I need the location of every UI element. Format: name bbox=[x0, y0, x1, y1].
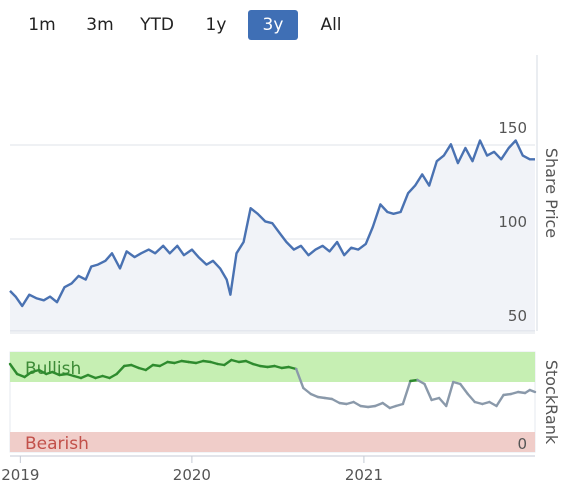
stockrank-segment bbox=[437, 396, 448, 408]
stockrank-segment bbox=[466, 392, 476, 404]
stockrank-panel: Bullish Bearish 0 StockRank bbox=[8, 351, 561, 454]
stockrank-segment bbox=[502, 392, 513, 397]
price-series-line bbox=[9, 139, 535, 308]
stockrank-segment bbox=[244, 359, 255, 366]
rank-y-axis-label: StockRank bbox=[542, 360, 561, 445]
share-price-panel: 50 100 150 Share Price bbox=[9, 55, 561, 334]
stockrank-segment bbox=[459, 382, 469, 396]
stockrank-segment bbox=[115, 364, 126, 376]
range-button-1y[interactable]: 1y bbox=[205, 15, 227, 35]
stockrank-segment bbox=[473, 400, 484, 406]
stockrank-segment bbox=[258, 364, 269, 369]
bearish-band-label: Bearish bbox=[25, 434, 89, 454]
stockrank-segment bbox=[330, 397, 341, 405]
stockrank-segment bbox=[509, 390, 520, 396]
stockrank-segment bbox=[65, 372, 76, 378]
range-button-1m[interactable]: 1m bbox=[28, 15, 56, 35]
price-tick-label: 50 bbox=[508, 307, 527, 325]
stockrank-segment bbox=[374, 401, 384, 408]
stockrank-segment bbox=[345, 400, 355, 406]
range-selector: 1m 3m YTD 1y 3y All bbox=[0, 8, 569, 44]
stockrank-segment bbox=[423, 382, 433, 402]
stockrank-segment bbox=[23, 370, 33, 379]
x-tick-label: 2019 bbox=[1, 466, 39, 484]
time-axis: 2019 2020 2021 bbox=[1, 455, 535, 484]
stockrank-segment bbox=[394, 402, 405, 408]
stockrank-segment bbox=[86, 373, 97, 380]
price-area-fill bbox=[10, 140, 535, 331]
stockrank-segment bbox=[295, 367, 305, 390]
range-button-all[interactable]: All bbox=[320, 15, 342, 35]
stockrank-segment bbox=[209, 360, 219, 366]
stockrank-segment bbox=[416, 378, 426, 386]
stockrank-segment bbox=[108, 372, 118, 380]
stockrank-segment bbox=[223, 358, 233, 367]
stockrank-segment bbox=[94, 374, 104, 380]
stockrank-segment bbox=[481, 400, 491, 406]
stockrank-segment bbox=[30, 368, 41, 374]
stockrank-segment bbox=[194, 359, 205, 365]
stockrank-segment bbox=[430, 396, 441, 402]
stockrank-segment bbox=[381, 401, 391, 410]
stockrank-segment bbox=[187, 360, 198, 365]
price-tick-labels: 50 100 150 bbox=[498, 119, 527, 325]
x-tick-label: 2020 bbox=[173, 466, 211, 484]
stockrank-segment bbox=[352, 400, 362, 408]
stockrank-segment bbox=[130, 363, 141, 370]
stockrank-segment bbox=[72, 374, 83, 380]
stockrank-segment bbox=[495, 393, 505, 408]
range-button-3m[interactable]: 3m bbox=[86, 15, 114, 35]
rank-tick-label: 0 bbox=[517, 435, 527, 453]
stockrank-segment bbox=[173, 359, 183, 365]
stockrank-segment bbox=[137, 366, 148, 372]
price-tick-label: 100 bbox=[498, 213, 527, 231]
stockrank-segment bbox=[251, 362, 262, 368]
stockrank-segment bbox=[445, 380, 455, 408]
stockrank-segment bbox=[309, 392, 320, 399]
bearish-band bbox=[10, 432, 535, 452]
stockrank-segment bbox=[452, 380, 462, 386]
price-y-axis-label: Share Price bbox=[542, 148, 561, 238]
stockrank-segment bbox=[37, 368, 48, 376]
stockrank-segment bbox=[302, 386, 312, 396]
stockrank-segment bbox=[201, 359, 212, 364]
stockrank-segment bbox=[401, 379, 412, 406]
stockrank-segment bbox=[79, 373, 90, 380]
x-tick-label: 2021 bbox=[345, 466, 383, 484]
stockrank-segment bbox=[488, 400, 498, 408]
stockrank-segment bbox=[51, 370, 61, 377]
stockrank-segment bbox=[230, 358, 241, 364]
stockrank-segment bbox=[359, 404, 370, 409]
range-button-ytd[interactable]: YTD bbox=[140, 15, 174, 35]
stockrank-segment bbox=[58, 372, 69, 377]
stockrank-segment bbox=[101, 374, 111, 380]
stockrank-segment bbox=[144, 363, 155, 372]
stockrank-segment bbox=[287, 365, 298, 371]
stockrank-segment bbox=[158, 360, 169, 368]
price-tick-label: 150 bbox=[498, 119, 527, 137]
range-button-3y[interactable]: 3y bbox=[248, 10, 298, 40]
stockrank-series bbox=[8, 358, 537, 410]
stockrank-segment bbox=[8, 362, 19, 376]
rank-tick-labels: 0 bbox=[517, 435, 527, 453]
stockrank-segment bbox=[273, 364, 283, 370]
stockrank-segment bbox=[528, 388, 537, 394]
stockrank-segment bbox=[15, 372, 26, 379]
